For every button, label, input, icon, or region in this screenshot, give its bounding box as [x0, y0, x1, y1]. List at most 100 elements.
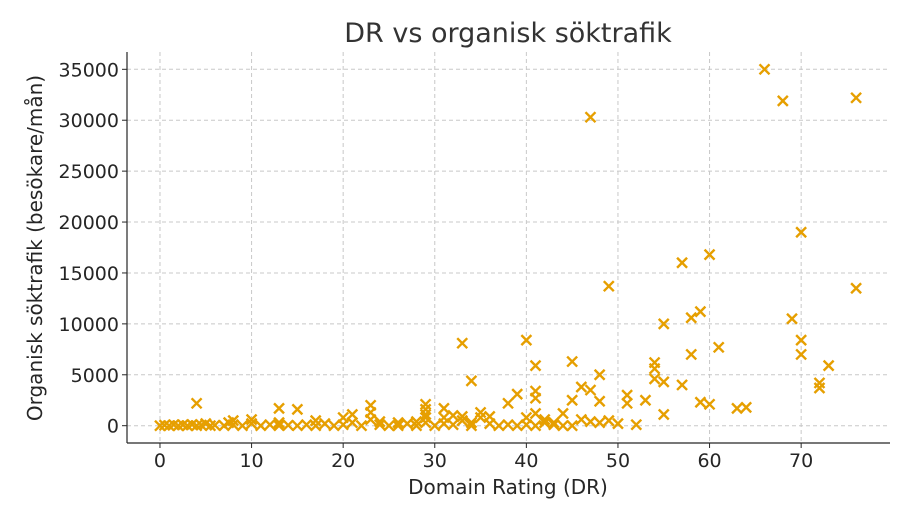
tick-labels: 0 10 20 30 40 50 60 70 0 5000 10000 15000 20000 25000…	[59, 59, 814, 472]
data-point	[401, 417, 414, 430]
data-point	[850, 91, 862, 104]
data-point	[584, 415, 597, 428]
data-point	[813, 382, 826, 394]
data-point	[493, 419, 505, 432]
x-tick-label: 50	[606, 450, 630, 472]
data-point	[227, 414, 240, 427]
data-point	[502, 418, 514, 431]
data-point	[566, 419, 579, 432]
data-point	[245, 417, 258, 430]
data-point	[392, 416, 404, 429]
data-point	[740, 401, 753, 414]
data-point	[685, 348, 698, 361]
data-point	[776, 95, 789, 107]
data-point	[190, 397, 203, 410]
data-point	[566, 394, 579, 407]
data-point	[291, 403, 304, 416]
chart-title: DR vs organisk söktrafik	[344, 18, 672, 49]
x-tick-label: 70	[789, 450, 813, 472]
y-tick-label: 15000	[59, 263, 119, 285]
data-point	[694, 305, 707, 318]
data-point	[786, 312, 798, 325]
data-point	[465, 419, 478, 432]
y-tick-label: 0	[107, 416, 119, 438]
data-point	[529, 407, 542, 420]
data-point	[547, 416, 560, 429]
data-point	[529, 419, 542, 432]
data-point	[694, 396, 707, 409]
data-point	[364, 413, 377, 426]
data-point	[529, 392, 542, 405]
data-point	[648, 373, 661, 385]
data-point	[703, 248, 716, 261]
data-point	[447, 409, 459, 422]
data-point	[566, 355, 579, 368]
data-point	[319, 417, 331, 430]
grid	[127, 52, 890, 443]
data-point	[355, 419, 368, 432]
data-point	[593, 395, 606, 408]
data-point	[575, 381, 588, 393]
data-point	[511, 388, 524, 400]
data-point	[236, 419, 249, 432]
data-point	[850, 282, 862, 295]
data-point	[209, 419, 221, 432]
data-point	[685, 311, 698, 324]
y-tick-label: 10000	[59, 314, 119, 336]
data-point	[520, 418, 533, 431]
data-point	[648, 362, 661, 375]
data-point	[547, 418, 560, 431]
data-point	[383, 419, 395, 432]
data-point	[795, 226, 807, 239]
data-point	[538, 416, 551, 429]
data-point	[712, 341, 725, 354]
data-point	[373, 415, 386, 428]
y-tick-label: 30000	[59, 110, 119, 132]
data-point	[557, 407, 569, 420]
data-point	[410, 415, 423, 428]
data-point	[612, 417, 624, 430]
data-point	[575, 413, 588, 426]
x-tick-label: 60	[697, 450, 721, 472]
axes	[126, 52, 890, 444]
data-point	[337, 418, 350, 431]
data-point	[602, 414, 615, 427]
data-point	[282, 419, 295, 432]
data-point	[630, 418, 643, 431]
data-point	[511, 419, 524, 432]
data-point	[703, 398, 716, 411]
data-point	[657, 318, 670, 330]
x-tick-label: 20	[331, 450, 355, 472]
data-point	[309, 419, 322, 432]
data-point	[456, 337, 469, 350]
data-point	[227, 418, 240, 431]
x-tick-label: 40	[514, 450, 538, 472]
data-point	[520, 334, 533, 347]
data-point	[795, 348, 807, 361]
data-point	[795, 334, 807, 347]
data-point	[639, 394, 652, 407]
data-point	[465, 375, 478, 387]
data-point	[557, 419, 569, 432]
data-point	[584, 111, 597, 124]
data-point	[273, 402, 285, 415]
data-point	[483, 417, 496, 430]
data-point	[474, 411, 487, 424]
data-point	[593, 368, 606, 381]
data-point	[428, 419, 441, 432]
x-tick-label: 30	[423, 450, 447, 472]
data-point	[245, 413, 258, 426]
data-point	[392, 419, 404, 432]
data-point	[584, 384, 597, 396]
data-point	[410, 419, 423, 432]
data-point	[465, 416, 478, 429]
data-point	[822, 359, 835, 372]
data-point	[346, 416, 359, 429]
data-point	[273, 419, 285, 432]
data-point	[758, 63, 771, 76]
data-point	[621, 397, 633, 410]
data-point	[731, 402, 743, 415]
data-point	[657, 376, 670, 388]
data-point	[438, 402, 450, 415]
